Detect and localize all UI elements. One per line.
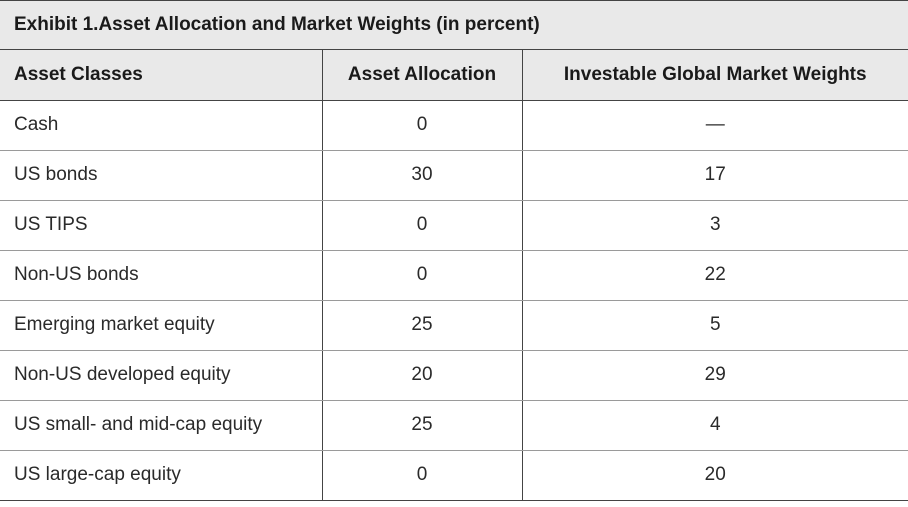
market-weight-cell: — bbox=[522, 100, 908, 151]
market-weight-cell: 4 bbox=[522, 400, 908, 451]
asset-allocation-cell: 0 bbox=[322, 100, 523, 151]
market-weight-cell: 5 bbox=[522, 300, 908, 351]
table-row: Non-US bonds 0 22 bbox=[0, 250, 908, 301]
asset-allocation-table: Asset Classes Asset Allocation Investabl… bbox=[0, 50, 908, 501]
header-market-weights: Investable Global Market Weights bbox=[522, 50, 908, 101]
asset-class-cell: US bonds bbox=[0, 150, 323, 201]
asset-class-cell: US small- and mid-cap equity bbox=[0, 400, 323, 451]
table-row: US bonds 30 17 bbox=[0, 150, 908, 201]
table-row: Emerging market equity 25 5 bbox=[0, 300, 908, 351]
table-row: US TIPS 0 3 bbox=[0, 200, 908, 251]
table-row: Non-US developed equity 20 29 bbox=[0, 350, 908, 401]
asset-class-cell: US large-cap equity bbox=[0, 450, 323, 501]
table-row: Cash 0 — bbox=[0, 100, 908, 151]
asset-allocation-cell: 0 bbox=[322, 200, 523, 251]
market-weight-cell: 3 bbox=[522, 200, 908, 251]
market-weight-cell: 29 bbox=[522, 350, 908, 401]
asset-allocation-cell: 20 bbox=[322, 350, 523, 401]
market-weight-cell: 20 bbox=[522, 450, 908, 501]
asset-class-cell: Non-US developed equity bbox=[0, 350, 323, 401]
header-asset-allocation: Asset Allocation bbox=[322, 50, 523, 101]
table-header-row: Asset Classes Asset Allocation Investabl… bbox=[0, 50, 908, 101]
asset-allocation-cell: 25 bbox=[322, 300, 523, 351]
exhibit-title: Exhibit 1.Asset Allocation and Market We… bbox=[0, 0, 908, 50]
asset-allocation-cell: 25 bbox=[322, 400, 523, 451]
table-row: US small- and mid-cap equity 25 4 bbox=[0, 400, 908, 451]
asset-class-cell: Emerging market equity bbox=[0, 300, 323, 351]
market-weight-cell: 22 bbox=[522, 250, 908, 301]
asset-class-cell: US TIPS bbox=[0, 200, 323, 251]
asset-allocation-cell: 0 bbox=[322, 250, 523, 301]
asset-allocation-cell: 0 bbox=[322, 450, 523, 501]
asset-allocation-cell: 30 bbox=[322, 150, 523, 201]
header-asset-classes: Asset Classes bbox=[0, 50, 323, 101]
asset-class-cell: Non-US bonds bbox=[0, 250, 323, 301]
market-weight-cell: 17 bbox=[522, 150, 908, 201]
table-row: US large-cap equity 0 20 bbox=[0, 450, 908, 501]
asset-class-cell: Cash bbox=[0, 100, 323, 151]
